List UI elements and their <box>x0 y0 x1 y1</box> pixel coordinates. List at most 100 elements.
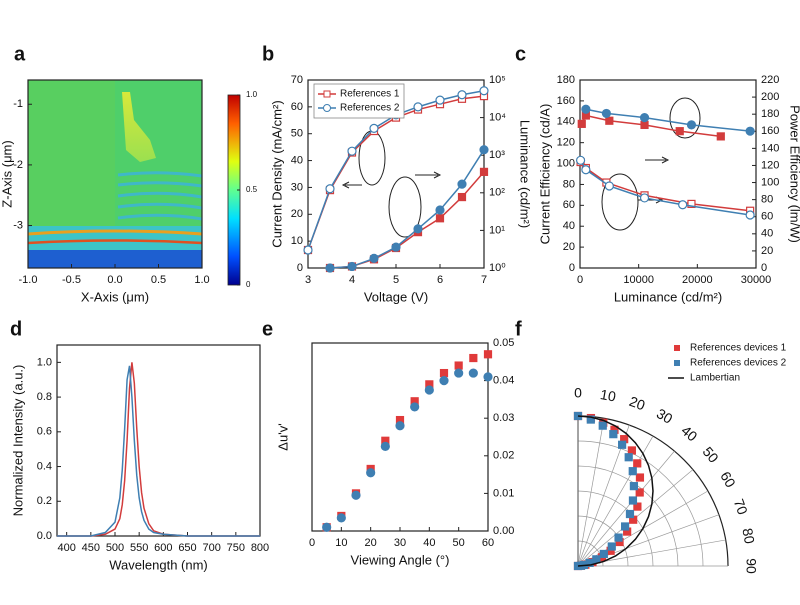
marker <box>627 446 636 455</box>
y-tick-label: 50 <box>291 128 303 140</box>
y-tick-label: 30 <box>291 181 303 193</box>
x-tick-label: 550 <box>130 542 148 554</box>
y2-tick-label: 10¹ <box>489 224 505 236</box>
marker <box>435 95 445 105</box>
marker <box>586 415 595 424</box>
x-tick-label: 7 <box>481 274 487 286</box>
marker <box>424 385 434 395</box>
theta-tick-label: 70 <box>731 497 751 517</box>
y2-tick-label: 10⁰ <box>489 262 506 274</box>
polar-grid-arc <box>577 465 679 567</box>
y2-tick-label: 200 <box>761 91 779 103</box>
y2-tick-label: 10² <box>489 187 505 199</box>
x-tick-label: 750 <box>227 542 245 554</box>
x-axis-title: X-Axis (μm) <box>81 289 149 304</box>
polar-spoke <box>577 418 605 567</box>
y2-tick-label: 10⁴ <box>489 112 506 124</box>
marker <box>577 119 586 128</box>
x-tick-label: 650 <box>178 542 196 554</box>
marker <box>640 120 649 130</box>
y2-tick-label: 20 <box>761 245 773 257</box>
x-tick-label: 450 <box>82 542 100 554</box>
legend-marker <box>323 90 331 98</box>
x-tick-label: 20 <box>365 537 377 549</box>
polar-grid-arc <box>577 515 629 567</box>
panel-label: e <box>262 318 273 340</box>
y-tick-label: 160 <box>557 95 575 107</box>
y-tick-label: 180 <box>557 74 575 86</box>
marker <box>336 513 346 523</box>
legend-label: References devices 2 <box>690 358 787 369</box>
marker <box>639 193 650 203</box>
polar-grid-arc <box>577 440 704 567</box>
marker <box>303 245 313 255</box>
marker <box>581 104 591 114</box>
marker <box>609 430 618 439</box>
marker <box>629 482 639 491</box>
marker <box>410 402 420 412</box>
y-tick-label: 0.6 <box>37 426 52 438</box>
y-tick-label: 80 <box>563 178 575 190</box>
colorbar-tick-label: 1.0 <box>246 90 258 99</box>
polar-spoke <box>577 450 675 567</box>
y-tick-label: 0.2 <box>37 495 52 507</box>
marker <box>380 441 390 451</box>
y-tick-label: 140 <box>557 116 575 128</box>
plot-frame <box>579 79 757 269</box>
polar-spoke <box>577 435 654 567</box>
panel-label: c <box>515 43 526 65</box>
series-line <box>57 362 260 537</box>
y2-tick-label: 60 <box>761 211 773 223</box>
marker <box>469 353 478 363</box>
x-tick-label: 600 <box>154 542 172 554</box>
marker <box>366 468 376 478</box>
marker <box>351 490 361 500</box>
y-tick-label: 0.0 <box>37 530 52 542</box>
x-tick-label: 0 <box>577 274 583 286</box>
x-axis-title: Voltage (V) <box>364 289 428 304</box>
x-tick-label: 0.5 <box>151 274 166 286</box>
marker <box>716 132 725 141</box>
y2-tick-label: 0.00 <box>493 525 514 537</box>
theta-tick-label: 90 <box>743 558 759 574</box>
marker <box>633 502 642 511</box>
legend-box <box>313 83 405 119</box>
legend-marker <box>674 360 680 366</box>
y-tick-label: 40 <box>291 154 303 166</box>
marker <box>599 549 608 559</box>
marker <box>635 488 644 497</box>
y-tick-label: 1.0 <box>37 356 52 368</box>
y-axis-title: Z-Axis (μm) <box>0 140 14 207</box>
x-tick-label: 4 <box>349 274 355 286</box>
marker <box>624 453 633 462</box>
x-tick-label: 60 <box>482 537 494 549</box>
marker <box>618 440 627 449</box>
panel-label: d <box>10 318 22 340</box>
y2-tick-label: 0.02 <box>493 450 514 462</box>
marker <box>479 86 489 96</box>
x-tick-label: 800 <box>251 542 269 554</box>
y2-tick-label: 40 <box>761 228 773 240</box>
legend-label: Lambertian <box>690 373 740 384</box>
y-axis-title: Current Density (mA/cm²) <box>269 100 284 247</box>
marker <box>604 181 614 191</box>
series-line <box>57 365 260 537</box>
polar-grid-arc <box>577 415 729 567</box>
y2-tick-label: 0 <box>761 262 767 274</box>
marker <box>745 210 755 220</box>
x-tick-label: 0 <box>309 537 315 549</box>
x-tick-label: 20000 <box>682 274 713 286</box>
marker <box>625 509 635 519</box>
legend-label: References 2 <box>340 103 400 114</box>
marker <box>581 165 591 175</box>
legend-marker <box>674 345 680 351</box>
marker <box>395 421 405 431</box>
marker <box>413 224 423 234</box>
marker <box>369 123 379 133</box>
x-tick-label: 30000 <box>741 274 772 286</box>
marker <box>633 459 642 468</box>
y2-tick-label: 80 <box>761 194 773 206</box>
marker <box>439 376 449 386</box>
